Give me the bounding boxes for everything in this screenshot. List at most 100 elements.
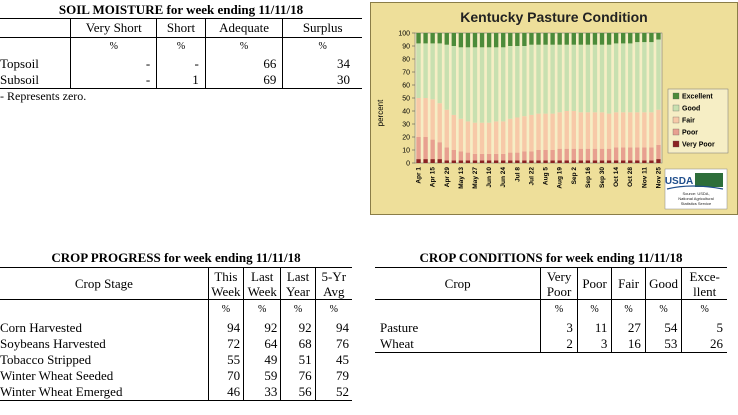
bar-segment-very-poor (444, 160, 449, 163)
soil-cell: 66 (204, 55, 283, 72)
bar-segment-fair (642, 112, 647, 148)
progress-cell: 94 (207, 319, 244, 336)
y-tick-label: 60 (402, 83, 410, 90)
bar-segment-very-poor (606, 160, 612, 163)
pct-label: % (644, 299, 682, 320)
table-row: Pasture 3 11 27 54 5 (375, 319, 727, 336)
bar-segment-excellent (620, 33, 626, 44)
pct-label: % (243, 299, 281, 320)
bar-segment-good (571, 44, 576, 112)
bar-segment-fair (515, 117, 520, 153)
pasture-condition-chart: Kentucky Pasture Condition 0 10 20 30 40 50 60… (370, 2, 738, 215)
x-tick-label: Apr 29 (444, 167, 451, 188)
bar-segment-very-poor (536, 160, 541, 163)
bar-segment-excellent (437, 33, 442, 44)
soil-moisture-title: SOIL MOISTURE for week ending 11/11/18 (58, 1, 304, 17)
bar-segment-poor (628, 147, 633, 161)
condition-cell: 54 (644, 319, 682, 336)
header-line: Poor (546, 283, 572, 299)
crop-progress-title: CROP PROGRESS for week ending 11/11/18 (51, 250, 301, 265)
bar-segment-excellent (423, 33, 428, 44)
bar-segment-excellent (628, 33, 633, 44)
bar-segment-good (515, 46, 520, 118)
bar-segment-poor (606, 148, 612, 161)
x-tick-label: May 13 (458, 167, 465, 189)
bar-segment-good (444, 44, 449, 110)
usda-logo: USDA Source: USDA, National Agricultural… (664, 168, 728, 210)
soil-cell: 30 (282, 71, 362, 88)
bar-segment-good (543, 44, 548, 114)
bar-segment-very-poor (472, 160, 478, 163)
bar-segment-good (486, 47, 492, 123)
bar-segment-excellent (642, 33, 647, 43)
soil-note: - Represents zero. (0, 88, 87, 103)
legend-label: Good (682, 106, 700, 113)
legend-swatch (672, 104, 680, 112)
bar-segment-excellent (479, 33, 485, 48)
bar-segment-good (536, 44, 541, 114)
bar-segment-good (423, 43, 428, 98)
chart-ylabel: percent (376, 99, 385, 126)
bar-segment-fair (508, 118, 513, 153)
soil-header-very-short: Very Short (70, 18, 157, 38)
bar-segment-good (599, 44, 605, 113)
bar-segment-fair (472, 122, 478, 154)
usda-caption: Source: USDA, (682, 191, 709, 196)
bar-segment-fair (451, 114, 457, 150)
bar-segment-very-poor (656, 159, 661, 163)
y-tick-label: 90 (402, 44, 410, 51)
bar-segment-poor (557, 148, 562, 161)
bar-segment-very-poor (613, 160, 619, 163)
bar-segment-poor (416, 137, 421, 160)
bar-segment-very-poor (416, 159, 421, 163)
header-line: Week (211, 283, 241, 299)
crop-label: Pasture (380, 319, 419, 335)
pct-label: % (207, 299, 244, 320)
bar-segment-good (592, 44, 598, 113)
legend-swatch (672, 140, 680, 148)
bar-segment-good (529, 44, 534, 115)
bar-segment-poor (599, 148, 605, 161)
bar-segment-excellent (493, 33, 499, 48)
table-row: Winter Wheat Emerged 46 33 56 52 (0, 383, 352, 400)
x-tick-label: Jul 22 (528, 167, 535, 186)
bar-segment-excellent (606, 33, 612, 45)
x-tick-label: Jun 24 (500, 167, 507, 188)
crop-label: Wheat (380, 335, 414, 351)
bar-segment-very-poor (493, 160, 499, 163)
header-poor: Poor (576, 267, 612, 300)
bar-segment-poor (613, 147, 619, 161)
x-tick-label: Aug 5 (543, 167, 550, 185)
x-tick-label: Oct 28 (627, 167, 634, 187)
progress-cell: 64 (243, 335, 281, 352)
pct-label: % (70, 37, 157, 56)
header-line: Week (247, 283, 277, 299)
bar-segment-very-poor (599, 160, 605, 163)
bar-segment-poor (486, 153, 492, 161)
bar-segment-excellent (444, 33, 449, 45)
bar-segment-excellent (529, 33, 534, 45)
x-tick-label: Sep 16 (585, 167, 592, 188)
bar-segment-fair (437, 103, 442, 143)
progress-cell: 55 (207, 351, 244, 368)
y-tick-label: 80 (402, 57, 410, 64)
bar-segment-fair (522, 116, 527, 152)
x-tick-label: Oct 14 (613, 167, 620, 187)
bar-segment-good (522, 46, 527, 117)
progress-cell: 76 (314, 335, 352, 352)
bar-segment-excellent (465, 33, 471, 48)
bar-segment-fair (444, 109, 449, 148)
x-tick-label: Jun 10 (486, 167, 493, 188)
pct-label: % (156, 37, 206, 56)
legend-label: Fair (682, 118, 695, 125)
bar-segment-fair (486, 122, 492, 154)
bar-segment-very-poor (465, 160, 471, 163)
crop-conditions-table: CROP CONDITIONS for week ending 11/11/18… (375, 249, 727, 353)
bar-segment-poor (444, 147, 449, 161)
progress-cell: 56 (280, 383, 316, 400)
soil-header-adequate: Adequate (204, 18, 283, 38)
bar-segment-poor (522, 151, 527, 161)
bar-segment-excellent (451, 33, 457, 46)
chart-plot-area: 0 10 20 30 40 50 60 70 80 90 100 Apr 1 Apr 15 Apr 29 M… (398, 31, 662, 189)
bar-segment-very-poor (550, 160, 555, 163)
